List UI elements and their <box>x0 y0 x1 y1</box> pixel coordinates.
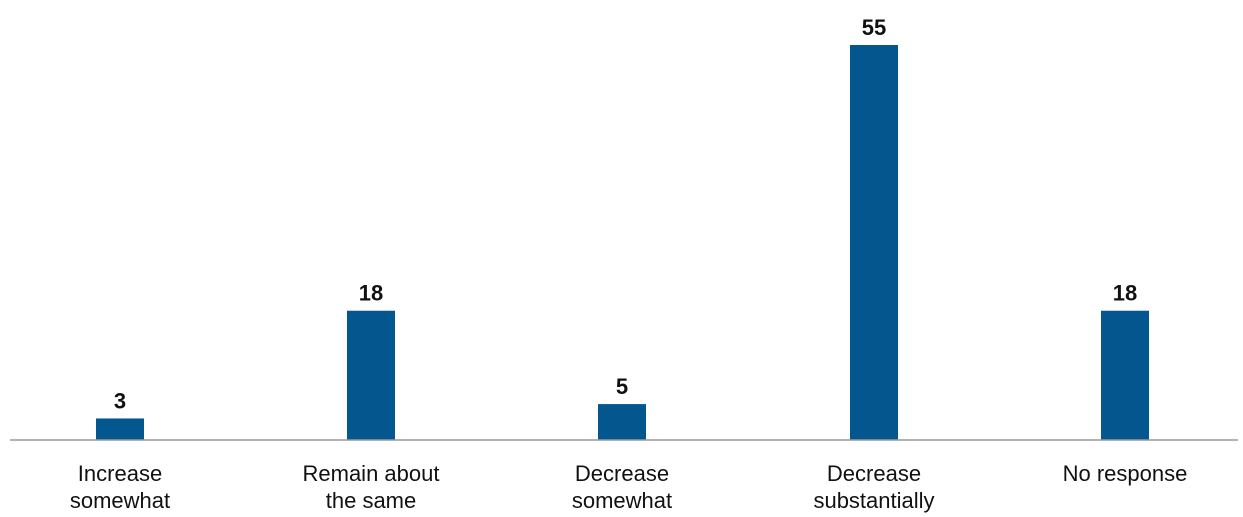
value-label-3: 55 <box>862 15 886 40</box>
bar-0 <box>96 418 144 440</box>
category-label-3-line-1: substantially <box>813 488 934 513</box>
bars-group <box>96 45 1149 440</box>
category-label-2-line-0: Decrease <box>575 461 669 486</box>
bar-1 <box>347 310 395 440</box>
value-label-1: 18 <box>359 281 383 306</box>
category-label-2: Decrease somewhat <box>572 461 672 513</box>
category-label-1: Remain about the same <box>303 461 440 513</box>
category-label-4-line-0: No response <box>1063 461 1188 486</box>
value-label-2: 5 <box>616 374 628 399</box>
category-label-3: Decrease substantially <box>813 461 934 513</box>
category-label-4: No response <box>1063 461 1188 486</box>
category-label-0: Increase somewhat <box>70 461 170 513</box>
value-label-0: 3 <box>114 388 126 413</box>
value-label-4: 18 <box>1113 281 1137 306</box>
category-label-2-line-1: somewhat <box>572 488 672 513</box>
bar-3 <box>850 45 898 440</box>
bar-2 <box>598 404 646 440</box>
category-label-1-line-1: the same <box>326 488 417 513</box>
category-label-3-line-0: Decrease <box>827 461 921 486</box>
category-label-0-line-0: Increase <box>78 461 162 486</box>
bar-4 <box>1101 310 1149 440</box>
category-label-0-line-1: somewhat <box>70 488 170 513</box>
category-label-1-line-0: Remain about <box>303 461 440 486</box>
